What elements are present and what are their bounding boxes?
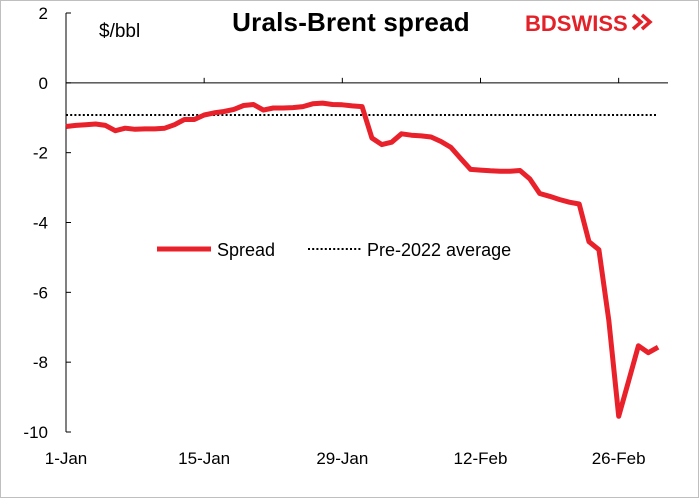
x-tick-label: 26-Feb [592, 449, 646, 468]
y-unit-label: $/bbl [99, 21, 141, 42]
chart-title: Urals-Brent spread [232, 7, 470, 37]
x-tick-label: 12-Feb [454, 449, 508, 468]
x-tick-label: 29-Jan [316, 449, 368, 468]
y-tick-label: 2 [39, 4, 48, 23]
x-axis-ticks: 1-Jan 15-Jan 29-Jan 12-Feb 26-Feb [45, 77, 646, 468]
y-tick-label: -10 [23, 423, 48, 442]
y-tick-label: -8 [33, 353, 48, 372]
y-tick-label: -6 [33, 283, 48, 302]
brand-logo: BD SWISS [525, 11, 653, 37]
y-tick-label: 0 [39, 74, 48, 93]
y-axis-ticks: 2 0 -2 -4 -6 -8 -10 [23, 4, 71, 442]
series-layer [65, 100, 660, 419]
logo-text-bd: BD [525, 11, 557, 36]
legend-label-pre-2022-average: Pre-2022 average [367, 240, 511, 260]
legend-label-spread: Spread [217, 240, 275, 260]
legend: Spread Pre-2022 average [157, 240, 511, 260]
logo-chevron-icon [631, 11, 653, 37]
y-tick-label: -4 [33, 214, 48, 233]
x-tick-label: 1-Jan [45, 449, 88, 468]
logo-text-swiss: SWISS [556, 11, 628, 36]
x-tick-label: 15-Jan [178, 449, 230, 468]
y-tick-label: -2 [33, 144, 48, 163]
series-line-spread [65, 100, 660, 419]
axes [65, 13, 668, 432]
